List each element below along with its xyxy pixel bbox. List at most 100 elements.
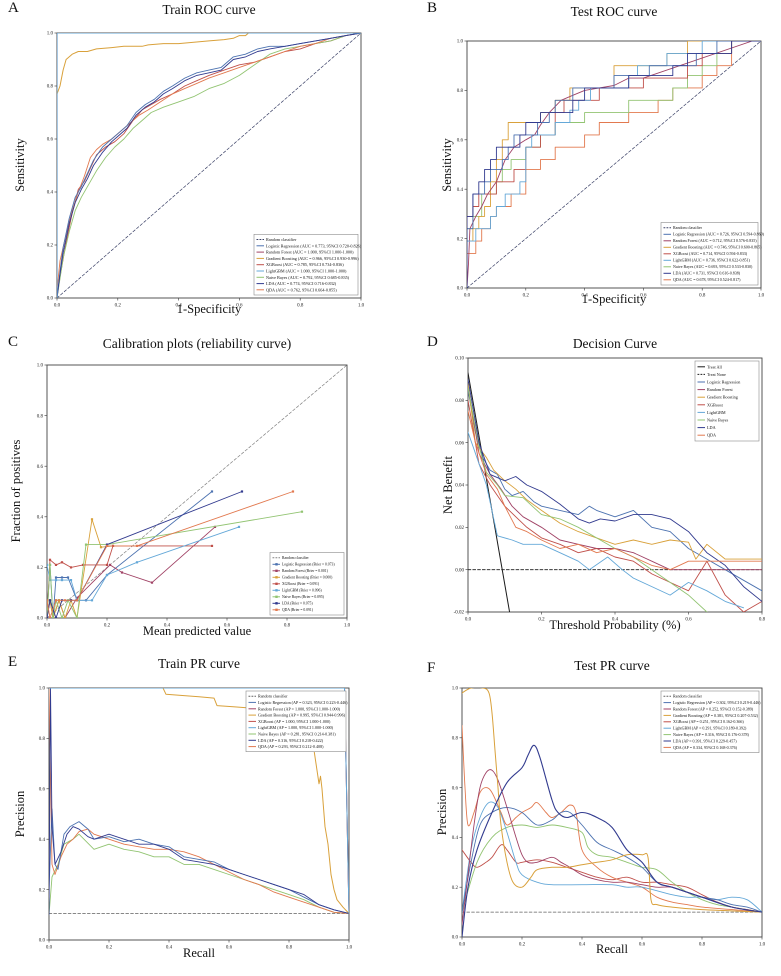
svg-text:0.8: 0.8 xyxy=(759,618,766,623)
panel-decision-curve: 0.0 0.2 0.4 0.6 0.8 -0.02 0.00 0.02 0.04 0.06 0.08… xyxy=(391,330,781,652)
svg-text:QDA (Brier = 0.091): QDA (Brier = 0.091) xyxy=(282,608,314,612)
svg-text:0.4: 0.4 xyxy=(452,836,459,841)
svg-text:XGBoost (AUC = 0.714, 95%CI 0.: XGBoost (AUC = 0.714, 95%CI 0.594-0.833) xyxy=(673,251,748,257)
svg-text:XGBoost (AUC = 0.785, 95%CI 0.: XGBoost (AUC = 0.785, 95%CI 0.734-0.836) xyxy=(266,262,344,268)
panel-calibration: 0.0 0.2 0.4 0.6 0.8 1.0 0.0 0.2 0.4 0.6 0.8 1.0 Rand… xyxy=(0,330,390,652)
svg-text:0.2: 0.2 xyxy=(115,304,122,309)
svg-text:LDA (AUC = 0.731, 95%CI 0.616-: LDA (AUC = 0.731, 95%CI 0.616-0.838) xyxy=(673,271,741,277)
svg-text:Treat All: Treat All xyxy=(707,364,723,369)
y-axis-label: Sensitivity xyxy=(440,138,454,192)
svg-text:0.2: 0.2 xyxy=(39,888,46,893)
panel-letter: F xyxy=(427,660,436,676)
svg-text:1.0: 1.0 xyxy=(346,946,353,951)
svg-text:QDA (AP = 0.293, 95%CI 0.212-0: QDA (AP = 0.293, 95%CI 0.212-0.408) xyxy=(258,744,324,750)
svg-text:Gradient Boosting (AP = 0.995,: Gradient Boosting (AP = 0.995, 95%CI 0.9… xyxy=(258,713,346,719)
panel-letter: A xyxy=(8,0,19,16)
svg-text:QDA (AUC = 0.762, 95%CI 0.664-: QDA (AUC = 0.762, 95%CI 0.664-0.855) xyxy=(266,287,337,293)
svg-text:0.8: 0.8 xyxy=(286,946,293,951)
plot-canvas-test-roc: 0.0 0.2 0.4 0.6 0.8 1.0 0.0 0.2 0.4 0.6 0.8 1.0 Rand… xyxy=(457,40,765,299)
y-axis-label: Fraction of positives xyxy=(9,439,23,543)
plot-canvas-train-pr: 0.0 0.2 0.4 0.6 0.8 1.0 0.0 0.2 0.4 0.6 0.8 1.0 Rand… xyxy=(39,687,353,951)
svg-text:XGBoost (AP = 0.251, 95%CI 0.1: XGBoost (AP = 0.251, 95%CI 0.162-0.366) xyxy=(673,719,744,725)
svg-text:0.4: 0.4 xyxy=(457,188,464,193)
svg-text:0.4: 0.4 xyxy=(39,838,46,843)
svg-text:Naive Bayes (AP = 0.316, 95%CI: Naive Bayes (AP = 0.316, 95%CI 0.176-0.3… xyxy=(673,732,750,738)
svg-text:0.2: 0.2 xyxy=(452,886,459,891)
svg-text:QDA: QDA xyxy=(707,433,716,438)
panel-train-roc: 0.0 0.2 0.4 0.6 0.8 1.0 0.0 0.2 0.4 0.6 0.8 1.0 Rand… xyxy=(0,0,390,330)
svg-text:LightGBM (AP = 0.291, 95%CI 0.: LightGBM (AP = 0.291, 95%CI 0.189-0.392) xyxy=(673,726,747,732)
svg-text:QDA (AUC = 0.678, 95%CI 0.524-: QDA (AUC = 0.678, 95%CI 0.524-0.817) xyxy=(673,277,741,283)
y-axis-label: Net Benefit xyxy=(441,456,455,514)
svg-text:0.04: 0.04 xyxy=(455,484,464,489)
x-axis-label: 1-Specificity xyxy=(581,292,647,306)
y-axis-label: Sensitivity xyxy=(13,138,27,192)
svg-text:0.4: 0.4 xyxy=(175,304,182,309)
panel-title: Decision Curve xyxy=(572,336,658,351)
svg-text:LDA (AUC = 0.774, 95%CI 0.716-: LDA (AUC = 0.774, 95%CI 0.716-0.832) xyxy=(266,281,337,287)
svg-text:-0.02: -0.02 xyxy=(454,611,465,616)
panel-letter: E xyxy=(8,654,18,670)
svg-text:0.2: 0.2 xyxy=(47,244,54,249)
svg-text:0.8: 0.8 xyxy=(297,304,304,309)
svg-text:0.0: 0.0 xyxy=(457,287,464,292)
svg-text:0.6: 0.6 xyxy=(224,624,231,629)
svg-text:QDA (AP = 0.334, 95%CI 0.168-0: QDA (AP = 0.334, 95%CI 0.168-0.376) xyxy=(673,745,738,751)
svg-text:LightGBM (AUC = 0.736, 95%CI 0: LightGBM (AUC = 0.736, 95%CI 0.622-0.851… xyxy=(673,258,750,264)
plot-canvas-train-roc: 0.0 0.2 0.4 0.6 0.8 1.0 0.0 0.2 0.4 0.6 0.8 1.0 Rand… xyxy=(47,32,365,309)
svg-text:Random classifier: Random classifier xyxy=(673,694,703,699)
svg-text:Logistic Regression (AUC = 0.7: Logistic Regression (AUC = 0.726, 95%CI … xyxy=(673,232,765,238)
svg-text:LDA (AP = 0.391, 95%CI 0.229-0: LDA (AP = 0.391, 95%CI 0.229-0.457) xyxy=(673,738,737,744)
svg-text:0.0: 0.0 xyxy=(44,624,51,629)
svg-text:LDA (AP = 0.316, 95%CI 0.218-0: LDA (AP = 0.316, 95%CI 0.218-0.422) xyxy=(258,738,324,744)
svg-text:0.06: 0.06 xyxy=(455,441,464,446)
plot-canvas-decision-curve: 0.0 0.2 0.4 0.6 0.8 -0.02 0.00 0.02 0.04 0.06 0.08… xyxy=(454,357,766,623)
svg-text:Random classifier: Random classifier xyxy=(282,556,309,560)
svg-text:XGBoost (Brier = 0.091): XGBoost (Brier = 0.091) xyxy=(282,582,320,586)
svg-text:Random classifier: Random classifier xyxy=(258,694,288,699)
svg-text:Logistic Regression (AUC = 0.7: Logistic Regression (AUC = 0.773, 95%CI … xyxy=(266,243,362,249)
svg-text:0.6: 0.6 xyxy=(640,294,647,299)
svg-text:Gradient Boosting: Gradient Boosting xyxy=(707,395,739,400)
svg-text:0.6: 0.6 xyxy=(452,786,459,791)
svg-text:Random classifier: Random classifier xyxy=(673,225,703,230)
svg-text:0.6: 0.6 xyxy=(39,788,46,793)
svg-text:0.0: 0.0 xyxy=(459,943,466,948)
svg-text:Logistic Regression (AP = 0.30: Logistic Regression (AP = 0.302, 95%CI 0… xyxy=(673,700,761,706)
svg-text:0.8: 0.8 xyxy=(37,414,44,419)
svg-text:0.8: 0.8 xyxy=(452,737,459,742)
svg-text:0.6: 0.6 xyxy=(685,618,692,623)
svg-text:0.0: 0.0 xyxy=(464,294,471,299)
svg-text:0.4: 0.4 xyxy=(47,191,54,196)
svg-text:1.0: 1.0 xyxy=(37,364,44,369)
svg-text:Treat None: Treat None xyxy=(707,372,726,377)
x-axis-label: Mean predicted value xyxy=(142,624,252,638)
svg-text:Gradient Boosting (AUC = 0.746: Gradient Boosting (AUC = 0.746, 95%CI 0.… xyxy=(673,245,762,251)
svg-text:0.2: 0.2 xyxy=(37,566,44,571)
svg-text:0.4: 0.4 xyxy=(581,294,588,299)
panel-letter: C xyxy=(8,334,19,350)
svg-text:Gradient Boosting (AP = 0.381,: Gradient Boosting (AP = 0.381, 95%CI 0.2… xyxy=(673,713,759,719)
y-axis-label: Precision xyxy=(435,788,449,836)
svg-text:0.0: 0.0 xyxy=(46,946,53,951)
svg-text:1.0: 1.0 xyxy=(39,687,46,692)
svg-text:0.4: 0.4 xyxy=(164,624,171,629)
svg-text:Random classifier: Random classifier xyxy=(266,237,297,242)
svg-text:XGBoost (AP = 1.000, 95%CI 1.0: XGBoost (AP = 1.000, 95%CI 1.000-1.000) xyxy=(258,719,331,725)
svg-text:0.6: 0.6 xyxy=(639,943,646,948)
svg-text:0.4: 0.4 xyxy=(37,516,44,521)
svg-text:1.0: 1.0 xyxy=(758,294,765,299)
svg-text:0.8: 0.8 xyxy=(699,294,706,299)
svg-text:0.0: 0.0 xyxy=(465,618,472,623)
panel-title: Test PR curve xyxy=(574,658,650,673)
x-axis-label: Recall xyxy=(183,946,215,960)
panel-title: Train PR curve xyxy=(157,656,240,671)
panel-title: Test ROC curve xyxy=(570,4,658,19)
svg-text:1.0: 1.0 xyxy=(452,687,459,692)
svg-text:0.2: 0.2 xyxy=(457,237,464,242)
svg-text:0.4: 0.4 xyxy=(612,618,619,623)
svg-text:Random Forest (AUC = 1.000, 95: Random Forest (AUC = 1.000, 95%CI 1.000-… xyxy=(266,250,354,256)
svg-text:Logistic Regression (Brier = 0: Logistic Regression (Brier = 0.073) xyxy=(282,563,335,567)
svg-text:0.0: 0.0 xyxy=(47,297,54,302)
panel-test-pr: 0.0 0.2 0.4 0.6 0.8 1.0 0.0 0.2 0.4 0.6 0.8 1.0 Rand… xyxy=(391,652,781,976)
